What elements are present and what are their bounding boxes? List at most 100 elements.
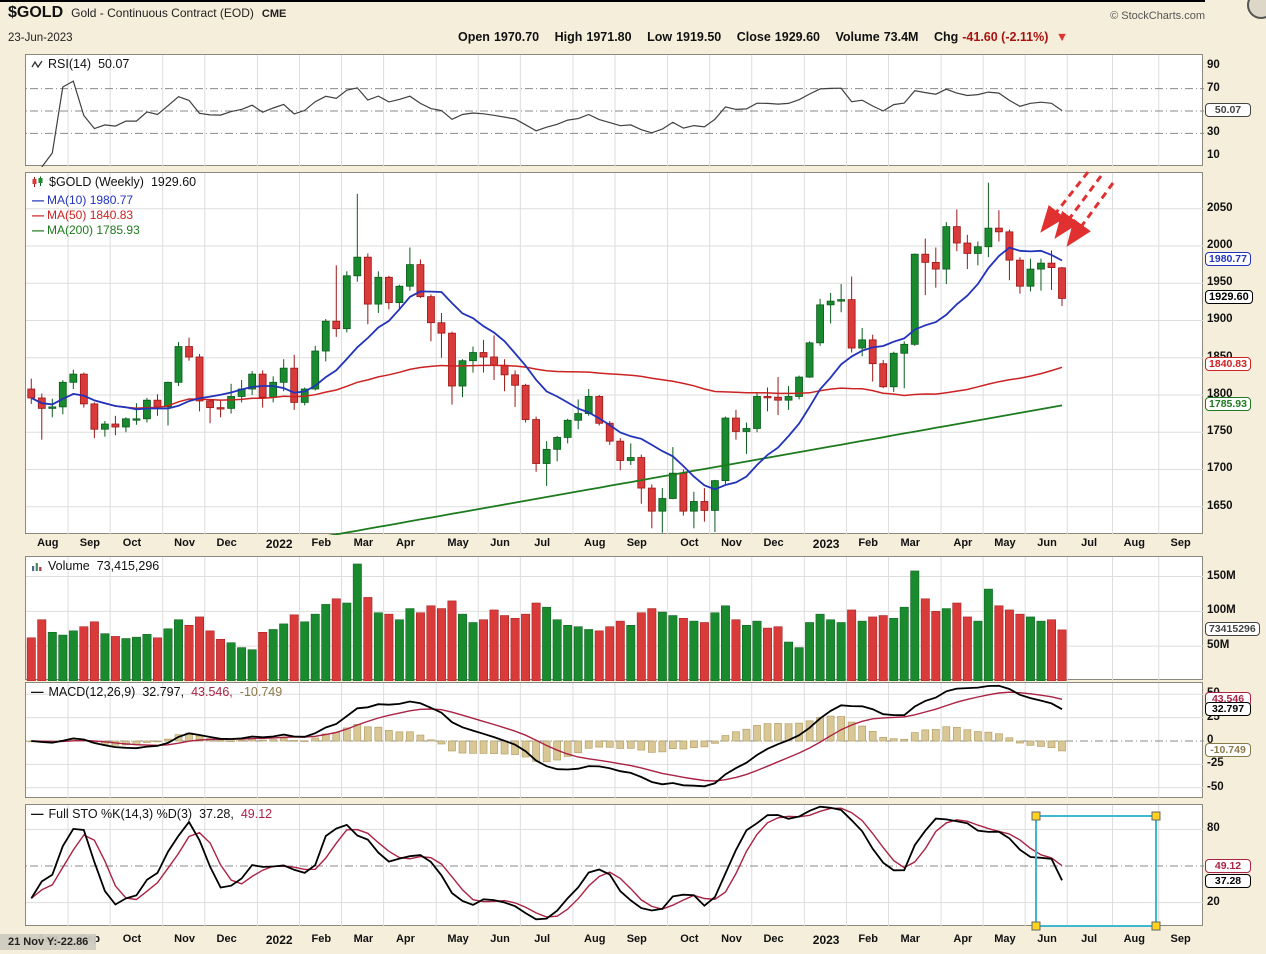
volume-bar (952, 602, 962, 681)
volume-bar (784, 641, 793, 681)
axis-value-badge: 1929.60 (1205, 290, 1253, 305)
candle (700, 501, 709, 511)
volume-value-label: 73,415,296 (96, 559, 160, 573)
candle (963, 242, 972, 254)
volume-bar (100, 633, 110, 681)
candle (1005, 231, 1014, 261)
candle (952, 226, 961, 244)
chg-value: -41.60 (-2.11%) (962, 30, 1049, 44)
rsi-line (41, 80, 1063, 167)
candle (437, 322, 446, 334)
corner-widget-icon[interactable] (1247, 0, 1266, 19)
candle (511, 374, 519, 386)
volume-bar (331, 598, 341, 681)
price-panel[interactable]: $GOLD (Weekly) 1929.60 — MA(10) 1980.77 —… (25, 172, 1204, 535)
chart-date: 23-Jun-2023 (8, 32, 73, 44)
macd-hist-bar (763, 723, 772, 742)
x-axis-month-label: Jul (1081, 933, 1098, 945)
candle (721, 417, 730, 482)
macd-hist-bar (616, 740, 625, 749)
candle (458, 360, 467, 387)
y-axis-tick: 30 (1207, 126, 1220, 139)
sto-k-value: 37.28, (199, 807, 234, 821)
volume-bar (163, 628, 173, 681)
macd-hist-bar (1037, 740, 1045, 747)
macd-hist-bar (584, 740, 593, 749)
volume-bar (573, 626, 583, 681)
candle (658, 498, 667, 512)
volume-bar (342, 602, 352, 681)
candle (384, 276, 393, 304)
volume-bar (941, 608, 951, 681)
candle (279, 367, 288, 383)
candle (805, 342, 814, 378)
candle (774, 396, 782, 401)
x-axis-month-label: Feb (311, 537, 332, 549)
candle (647, 487, 656, 512)
volume-bar (258, 631, 268, 681)
macd-value: 32.797, (142, 685, 185, 699)
x-axis-month-label: 2022 (265, 537, 293, 551)
macd-hist-bar (300, 740, 309, 742)
candle (1047, 262, 1056, 268)
macd-hist-bar (437, 740, 446, 745)
macd-hist-bar (332, 732, 341, 742)
x-axis-month-label: Nov (721, 537, 742, 549)
macd-label: — MACD(12,26,9) 32.797, 43.546, -10.749 (31, 685, 282, 699)
macd-hist-bar (542, 740, 551, 763)
y-axis-tick: 70 (1207, 81, 1220, 94)
axis-value-badge: 50.07 (1205, 102, 1251, 117)
stochastic-panel[interactable]: — Full STO %K(14,3) %D(3) 37.28, 49.12 (25, 804, 1204, 927)
volume-bar (878, 615, 888, 681)
macd-hist-bar (258, 739, 267, 742)
volume-panel[interactable]: Volume 73,415,296 (25, 556, 1204, 681)
macd-hist-bar (995, 733, 1003, 742)
candle (27, 388, 36, 399)
macd-signal-line (31, 691, 1063, 782)
exchange: CME (261, 8, 287, 20)
x-axis-month-label: Jun (1037, 537, 1057, 549)
macd-hist-bar (469, 740, 477, 754)
low-label: Low (647, 30, 673, 44)
candle (69, 373, 78, 383)
x-axis-month-label: Aug (37, 537, 59, 549)
ma50-swatch-icon: — (32, 208, 44, 222)
candle (984, 227, 993, 248)
macd-panel[interactable]: — MACD(12,26,9) 32.797, 43.546, -10.749 (25, 682, 1204, 799)
volume-bar (37, 619, 47, 681)
volume-bar (247, 649, 257, 681)
volume-bar (1047, 619, 1056, 681)
rsi-panel[interactable]: RSI(14) 50.07 (25, 54, 1204, 167)
y-axis-tick: 2050 (1207, 201, 1233, 214)
macd-hist-bar (826, 715, 835, 742)
macd-hist-bar (921, 729, 930, 742)
y-axis-tick: 20 (1207, 895, 1220, 908)
volume-bar (678, 618, 688, 681)
candle (595, 396, 604, 424)
chg-label: Chg (933, 30, 959, 44)
x-axis-month-label: 2022 (265, 933, 293, 947)
macd-swatch-icon: — (31, 685, 44, 699)
y-axis-tick: 2000 (1207, 238, 1233, 251)
candle (879, 363, 888, 388)
volume-label: Volume (835, 30, 880, 44)
candle (605, 422, 614, 442)
macd-hist-bar (605, 740, 614, 748)
y-axis-tick: 1800 (1207, 387, 1233, 400)
rsi-title: RSI(14) (48, 57, 92, 71)
x-axis-month-label: Apr (395, 537, 415, 549)
volume-bar (731, 619, 741, 681)
candle (921, 253, 930, 263)
volume-bar (826, 619, 836, 681)
price-canvas (26, 173, 1204, 535)
volume-bar (468, 622, 478, 681)
volume-bar (110, 636, 120, 681)
macd-title: MACD(12,26,9) (48, 685, 136, 699)
title-row: $GOLD Gold - Continuous Contract (EOD) C… (8, 4, 286, 22)
volume-bar (983, 588, 993, 681)
candle (195, 356, 204, 402)
macd-hist-bar (1058, 740, 1066, 752)
macd-hist-bar (753, 725, 761, 742)
macd-hist-bar (1047, 740, 1056, 748)
volume-label-row: Volume 73,415,296 (31, 559, 159, 573)
